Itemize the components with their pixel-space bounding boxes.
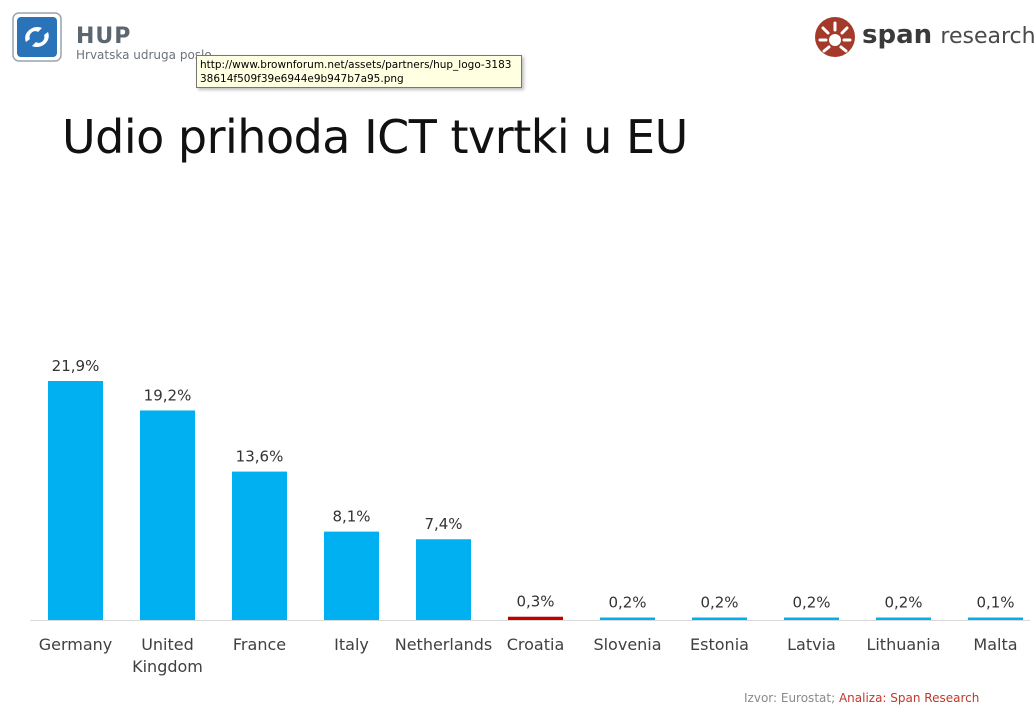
page-title: Udio prihoda ICT tvrtki u EU <box>62 110 688 164</box>
data-label: 0,1% <box>976 594 1014 612</box>
bar-italy <box>324 531 379 620</box>
source-note: Izvor: Eurostat; Analiza: Span Research <box>744 691 979 705</box>
data-label: 0,2% <box>884 594 922 612</box>
category-label: United Kingdom <box>132 635 203 676</box>
data-label: 7,4% <box>424 515 462 533</box>
category-label: Estonia <box>690 635 749 654</box>
bar-united-kingdom <box>140 410 195 620</box>
category-label: Croatia <box>507 635 565 654</box>
span-sun-icon <box>815 17 855 57</box>
hup-subtitle: Hrvatska udruga poslo <box>76 48 212 62</box>
category-label: Lithuania <box>866 635 940 654</box>
bar-chart: 21,9% Germany 19,2% United Kingdom 13,6% Franc… <box>30 357 1030 676</box>
data-label: 0,3% <box>516 593 554 611</box>
category-label: Malta <box>973 635 1017 654</box>
data-label: 21,9% <box>52 357 100 375</box>
category-label: France <box>233 635 286 654</box>
bar-germany <box>48 381 103 620</box>
bar-slovenia <box>600 617 655 620</box>
category-label: Slovenia <box>593 635 661 654</box>
category-label: Netherlands <box>395 635 493 654</box>
data-label: 0,2% <box>608 594 646 612</box>
span-suffix: research <box>940 24 1035 49</box>
bar-netherlands <box>416 539 471 620</box>
image-url-tooltip: http://www.brownforum.net/assets/partner… <box>196 55 522 88</box>
data-label: 8,1% <box>332 508 370 526</box>
bar-malta <box>968 617 1023 620</box>
span-research-logo: span research <box>862 20 1035 50</box>
data-label: 13,6% <box>236 448 284 466</box>
hup-title: HUP <box>76 24 132 49</box>
bar-latvia <box>784 617 839 620</box>
category-label: Germany <box>39 635 113 654</box>
bar-estonia <box>692 617 747 620</box>
bar-france <box>232 471 287 620</box>
source-prefix: Izvor: Eurostat; <box>744 691 839 705</box>
hup-logo-icon <box>12 12 62 62</box>
bar-croatia <box>508 616 563 620</box>
bar-lithuania <box>876 617 931 620</box>
span-brand: span <box>862 20 933 50</box>
data-label: 0,2% <box>792 594 830 612</box>
source-analysis: Analiza: Span Research <box>838 691 980 705</box>
data-label: 19,2% <box>144 386 192 404</box>
data-label: 0,2% <box>700 594 738 612</box>
category-label: Italy <box>334 635 369 654</box>
category-label: Latvia <box>787 635 836 654</box>
